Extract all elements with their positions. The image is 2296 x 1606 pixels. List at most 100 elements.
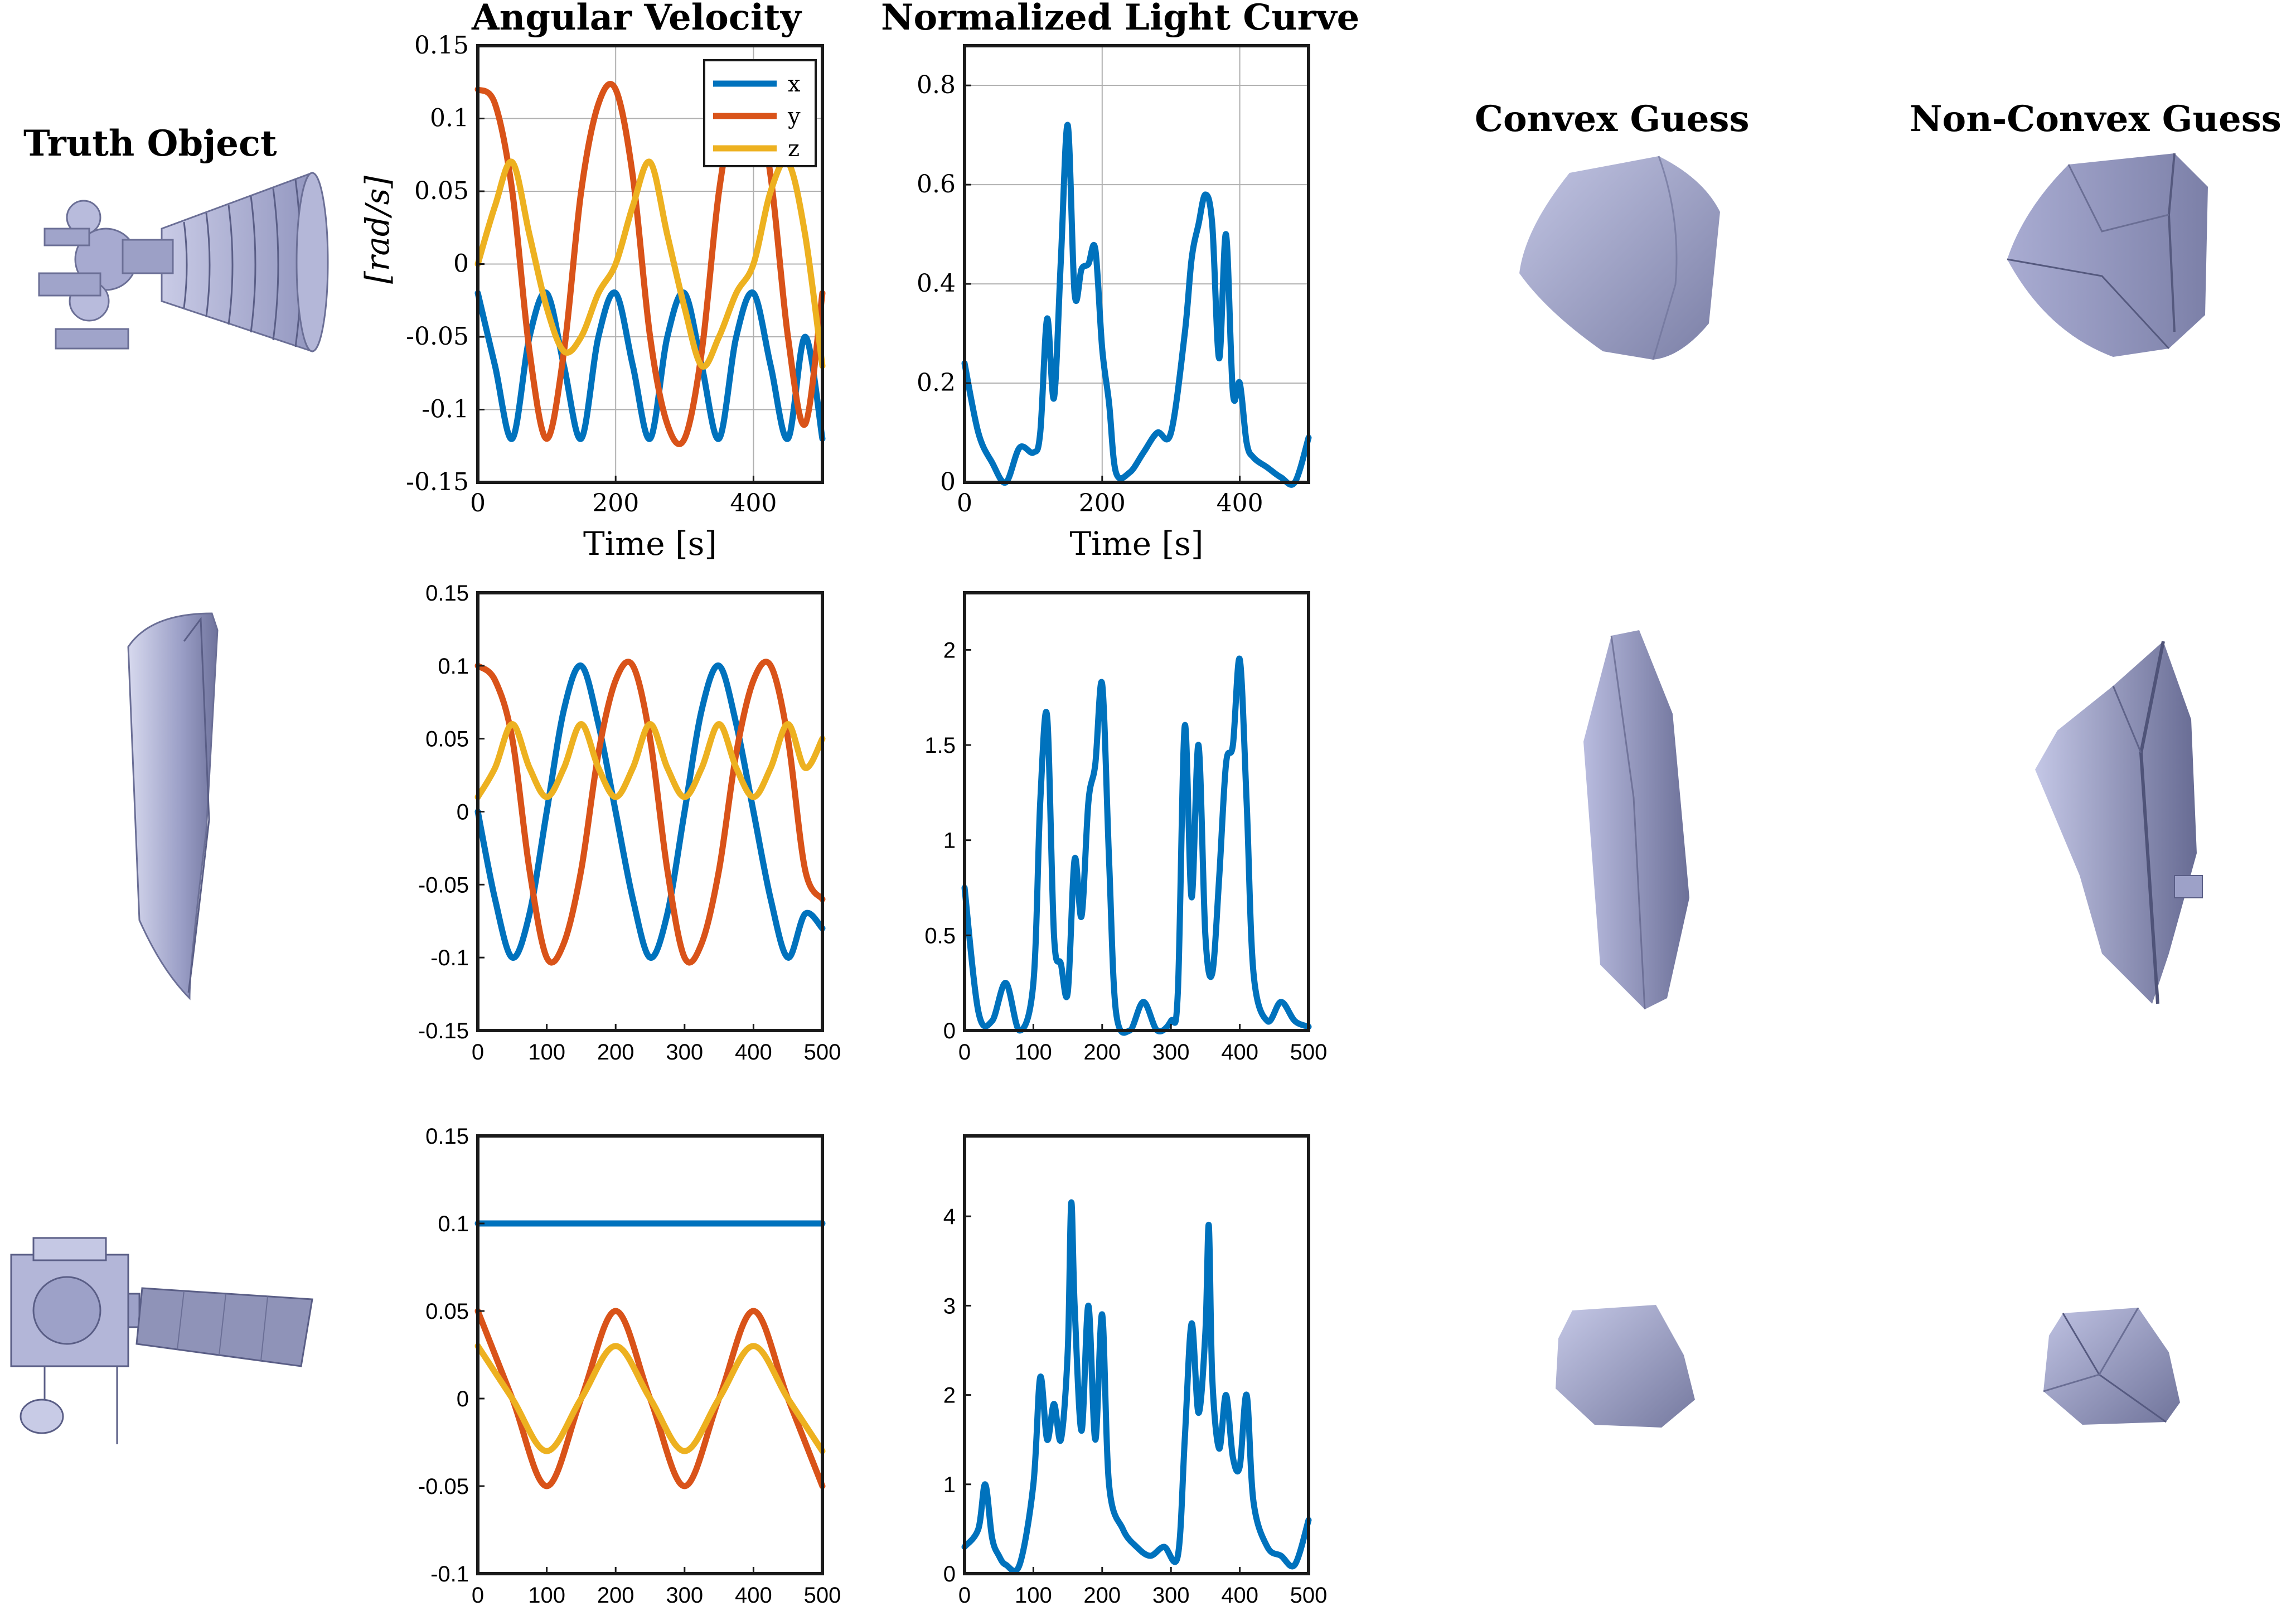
series-line-x: [474, 289, 826, 442]
x-tick-label: 500: [804, 1040, 841, 1065]
x-tick-label: 500: [1290, 1583, 1328, 1606]
plot-frame: [476, 1134, 824, 1575]
y-axis-label: [rad/s]: [359, 176, 396, 284]
y-tick-label: 0.15: [414, 31, 469, 60]
chart-r3-light-curve: 0 100 200 300 400 500 4 3 2 1 0: [943, 1134, 1328, 1606]
x-tick-label: 200: [1079, 489, 1126, 517]
y-tick-label: 0.1: [438, 654, 469, 679]
y-tick-label: -0.05: [406, 322, 469, 351]
y-tick-label: 1: [943, 1473, 956, 1497]
x-tick-label: 100: [1015, 1583, 1052, 1606]
x-tick-label: 0: [472, 1040, 484, 1065]
y-tick-label: 0.6: [917, 170, 956, 199]
satellite-icon: [10, 1237, 313, 1444]
series-line-y: [474, 659, 826, 966]
plot-frame: [963, 44, 1310, 484]
y-tick-label: 0.5: [924, 923, 956, 948]
x-tick-label: 400: [1221, 1040, 1258, 1065]
x-tick-label: 400: [735, 1040, 772, 1065]
x-tick-label: 100: [528, 1583, 565, 1606]
series-line-light: [961, 122, 1312, 488]
y-tick-label: 0.05: [414, 177, 469, 205]
x-tick-label: 500: [804, 1583, 841, 1606]
non-convex-guess-3-icon: [2043, 1308, 2180, 1425]
convex-guess-title: Convex Guess: [1475, 98, 1750, 140]
legend: xyz: [703, 59, 817, 167]
plot-frame: [476, 591, 824, 1032]
x-tick-label: 400: [1221, 1583, 1258, 1606]
x-tick-label: 400: [730, 489, 777, 517]
x-tick-label: 100: [1015, 1040, 1052, 1065]
series-line-light: [961, 655, 1312, 1036]
non-convex-guess-2-icon: [2035, 641, 2203, 1004]
y-tick-label: 0.4: [917, 269, 956, 298]
convex-guess-3-icon: [1556, 1305, 1695, 1428]
x-tick-label: 0: [958, 1583, 971, 1606]
y-tick-label: 0: [457, 800, 469, 825]
y-tick-label: 0: [943, 1019, 956, 1043]
legend-label-y: y: [787, 104, 801, 129]
y-tick-label: -0.1: [422, 395, 469, 424]
y-tick-label: 0.05: [425, 1299, 469, 1324]
x-tick-label: 0: [470, 489, 486, 517]
x-tick-label: 300: [666, 1040, 703, 1065]
legend-label-x: x: [788, 71, 801, 97]
y-tick-label: 2: [943, 638, 956, 662]
y-tick-label: 0: [943, 1562, 956, 1586]
x-tick-label: 200: [1083, 1583, 1121, 1606]
x-tick-label: 400: [735, 1583, 772, 1606]
rocket-engine-icon: [38, 172, 329, 352]
x-tick-label: 200: [1083, 1040, 1121, 1065]
y-tick-label: 0.2: [917, 369, 956, 397]
y-tick-label: 0: [457, 1387, 469, 1411]
convex-guess-2-icon: [1583, 630, 1689, 1010]
y-tick-label: 2: [943, 1384, 956, 1408]
y-tick-label: -0.05: [418, 1474, 469, 1499]
series-line-z: [474, 721, 826, 800]
chart-r1-light-curve: 0 200 400 0.8 0.6 0.4 0.2 0 Time [s]: [917, 44, 1312, 563]
chart-r1-angular-velocity: 0 200 400 0.15 0.1 0.05 0 -0.05 -0.1 -0.15 Time [s…: [359, 31, 826, 563]
chart-r3-angular-velocity: 0 100 200 300 400 500 0.15 0.1 0.05 0 -0.05 -0.1: [418, 1124, 841, 1606]
x-tick-label: 100: [528, 1040, 565, 1065]
light-curve-title: Normalized Light Curve: [881, 0, 1360, 38]
chart-r2-angular-velocity: 0 100 200 300 400 500 0.15 0.1 0.05 0 -0.05 -0.1 -0.…: [418, 581, 841, 1065]
series-line-light: [961, 1199, 1312, 1574]
x-tick-label: 300: [1152, 1040, 1190, 1065]
x-tick-label: 0: [472, 1583, 484, 1606]
y-tick-label: 1.5: [924, 733, 956, 758]
non-convex-guess-title: Non-Convex Guess: [1910, 98, 2282, 140]
convex-guess-1-icon: [1519, 156, 1720, 360]
x-tick-label: 200: [597, 1583, 634, 1606]
x-tick-label: 300: [666, 1583, 703, 1606]
y-tick-label: -0.1: [430, 946, 469, 970]
x-tick-label: 200: [597, 1040, 634, 1065]
x-tick-label: 0: [957, 489, 972, 517]
y-tick-label: 0.05: [425, 727, 469, 752]
y-tick-label: 3: [943, 1294, 956, 1318]
y-tick-label: -0.05: [418, 873, 469, 897]
angular-velocity-title: Angular Velocity: [472, 0, 801, 38]
x-tick-label: 500: [1290, 1040, 1328, 1065]
x-tick-label: 300: [1152, 1583, 1190, 1606]
chart-r2-light-curve: 0 100 200 300 400 500 2 1.5 1 0.5 0: [924, 591, 1328, 1065]
rocket-fairing-icon: [127, 612, 219, 1000]
series-line-x: [474, 662, 826, 961]
y-tick-label: 0.1: [430, 104, 469, 133]
non-convex-guess-1-icon: [2007, 153, 2208, 357]
y-tick-label: 0.1: [438, 1212, 469, 1236]
y-tick-label: 1: [943, 829, 956, 853]
x-tick-label: 200: [592, 489, 639, 517]
y-tick-label: 0: [940, 468, 956, 496]
plot-frame: [963, 1134, 1310, 1575]
y-tick-label: 0.8: [917, 71, 956, 99]
x-axis-label: Time [s]: [1069, 525, 1203, 563]
y-tick-label: 0.15: [425, 581, 469, 606]
x-tick-label: 400: [1217, 489, 1263, 517]
truth-object-title: Truth Object: [23, 123, 277, 165]
series-line-z: [474, 1343, 826, 1454]
y-tick-label: 0.15: [425, 1124, 469, 1149]
legend-label-z: z: [788, 136, 800, 162]
x-tick-label: 0: [958, 1040, 971, 1065]
y-tick-label: 0: [453, 250, 469, 278]
